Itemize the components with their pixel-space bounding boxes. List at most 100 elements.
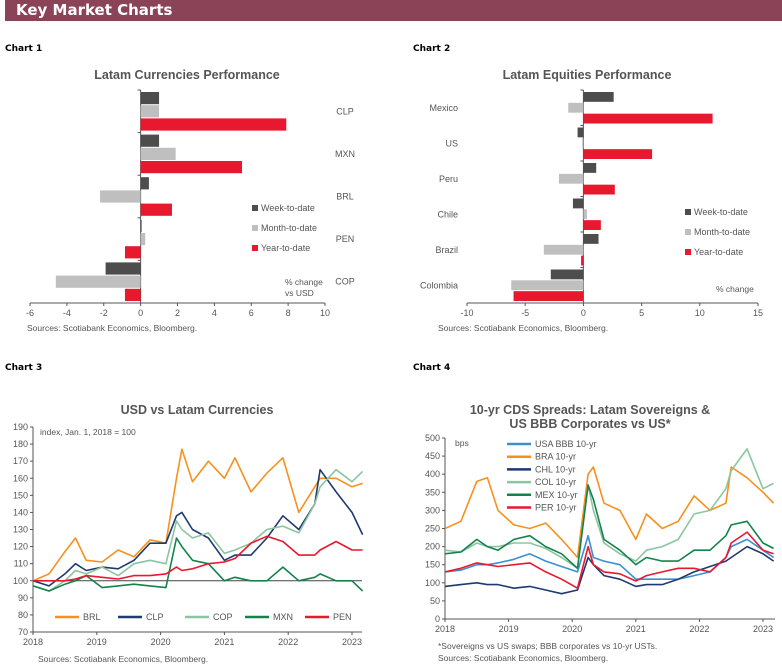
series-line-per-10-yr — [444, 531, 774, 590]
x-tick-label: 2 — [175, 308, 180, 318]
legend-label-mex-10-yr: MEX 10-yr — [535, 490, 578, 500]
bar-peru-year-to-date — [583, 184, 615, 195]
x-tick-label: 2020 — [562, 624, 582, 634]
chart2-label: Chart 2 — [413, 44, 450, 54]
x-tick-label: 2023 — [753, 624, 773, 634]
legend-label-chl-10-yr: CHL 10-yr — [535, 464, 576, 474]
chart3-ylabel: index, Jan. 1, 2018 = 100 — [40, 427, 136, 437]
legend-label-month-to-date: Month-to-date — [694, 227, 750, 237]
legend-label-clp: CLP — [146, 612, 164, 622]
legend-label-year-to-date: Year-to-date — [261, 243, 310, 253]
x-tick-label: 2020 — [151, 637, 171, 647]
bar-clp-year-to-date — [140, 118, 287, 131]
category-label-colombia: Colombia — [420, 280, 458, 290]
x-tick-label: -2 — [100, 308, 108, 318]
bar-mxn-month-to-date — [140, 147, 176, 160]
chart3-title: USD vs Latam Currencies — [121, 403, 274, 417]
y-tick-label: 400 — [425, 469, 440, 479]
x-tick-label: -4 — [63, 308, 71, 318]
legend-swatch-week-to-date — [685, 209, 691, 215]
bar-cop-month-to-date — [55, 275, 141, 288]
chart1-unit-note-1: % change — [285, 277, 323, 287]
bar-mxn-year-to-date — [140, 161, 243, 174]
y-tick-label: 100 — [13, 576, 28, 586]
chart2-unit-note: % change — [716, 284, 754, 294]
y-tick-label: 190 — [13, 422, 28, 432]
x-tick-label: 2023 — [342, 637, 362, 647]
chart2-source: Sources: Scotiabank Economics, Bloomberg… — [438, 323, 608, 333]
legend-label-cop: COP — [213, 612, 233, 622]
series-line-chl-10-yr — [444, 545, 775, 595]
legend-swatch-month-to-date — [252, 225, 258, 231]
y-tick-label: 250 — [425, 524, 440, 534]
bar-brl-month-to-date — [100, 190, 141, 203]
bar-pen-year-to-date — [124, 246, 141, 259]
legend-swatch-year-to-date — [252, 245, 258, 251]
category-label-chile: Chile — [437, 209, 458, 219]
y-tick-label: 150 — [425, 560, 440, 570]
x-tick-label: 2019 — [499, 624, 519, 634]
y-tick-label: 140 — [13, 507, 28, 517]
bar-chile-week-to-date — [572, 198, 584, 209]
bar-pen-week-to-date — [140, 219, 142, 232]
category-label-us: US — [445, 138, 458, 148]
category-label-cop: COP — [335, 277, 355, 287]
series-line-mxn — [32, 537, 364, 592]
category-label-clp: CLP — [336, 106, 354, 116]
bar-chile-month-to-date — [583, 209, 587, 220]
x-tick-label: -6 — [26, 308, 34, 318]
bar-brazil-week-to-date — [583, 234, 599, 244]
chart3-source: Sources: Scotiabank Economics, Bloomberg… — [38, 654, 208, 664]
bar-us-week-to-date — [577, 127, 584, 138]
legend-swatch-month-to-date — [685, 229, 691, 235]
legend-label-month-to-date: Month-to-date — [261, 223, 317, 233]
x-tick-label: 10 — [320, 308, 330, 318]
chart1-title: Latam Currencies Performance — [94, 68, 280, 82]
bar-mexico-week-to-date — [583, 92, 614, 102]
bar-chile-year-to-date — [583, 220, 601, 230]
x-tick-label: 15 — [753, 308, 763, 318]
bar-us-month-to-date — [582, 138, 584, 149]
bar-peru-month-to-date — [558, 173, 584, 184]
y-tick-label: 500 — [425, 433, 440, 443]
series-line-brl — [32, 448, 363, 582]
y-tick-label: 300 — [425, 505, 440, 515]
x-tick-label: 2019 — [87, 637, 107, 647]
legend-label-col-10-yr: COL 10-yr — [535, 477, 576, 487]
category-label-mxn: MXN — [335, 149, 355, 159]
legend-label-usa-bbb-10-yr: USA BBB 10-yr — [535, 439, 597, 449]
y-tick-label: 90 — [18, 593, 28, 603]
chart1-unit-note-2: vs USD — [285, 288, 314, 298]
x-tick-label: 2018 — [435, 624, 455, 634]
chart3-label: Chart 3 — [5, 363, 42, 373]
bar-clp-week-to-date — [140, 92, 160, 105]
x-tick-label: 0 — [581, 308, 586, 318]
series-line-clp — [32, 468, 364, 587]
chart1-label: Chart 1 — [5, 44, 42, 54]
bar-brazil-year-to-date — [581, 255, 584, 266]
bar-brl-week-to-date — [140, 177, 149, 190]
x-tick-label: 8 — [286, 308, 291, 318]
bar-mexico-year-to-date — [583, 113, 713, 124]
category-label-peru: Peru — [439, 174, 458, 184]
series-line-pen — [33, 535, 363, 582]
y-tick-label: 450 — [425, 451, 440, 461]
bar-brazil-month-to-date — [543, 244, 584, 255]
legend-swatch-year-to-date — [685, 249, 691, 255]
x-tick-label: 2018 — [23, 637, 43, 647]
legend-label-mxn: MXN — [273, 612, 293, 622]
legend-swatch-week-to-date — [252, 205, 258, 211]
chart4-title-line1: 10-yr CDS Spreads: Latam Sovereigns & — [470, 403, 710, 417]
series-line-bra-10-yr — [444, 466, 775, 559]
y-tick-label: 160 — [13, 473, 28, 483]
chart4-label: Chart 4 — [413, 363, 450, 373]
y-tick-label: 130 — [13, 525, 28, 535]
x-tick-label: 2022 — [278, 637, 298, 647]
chart4-ylabel: bps — [455, 438, 469, 448]
y-tick-label: 200 — [425, 542, 440, 552]
series-line-cop — [32, 468, 364, 592]
category-label-brazil: Brazil — [435, 245, 458, 255]
series-line-col-10-yr — [444, 448, 774, 570]
y-tick-label: 80 — [18, 610, 28, 620]
page-title: Key Market Charts — [16, 1, 173, 19]
